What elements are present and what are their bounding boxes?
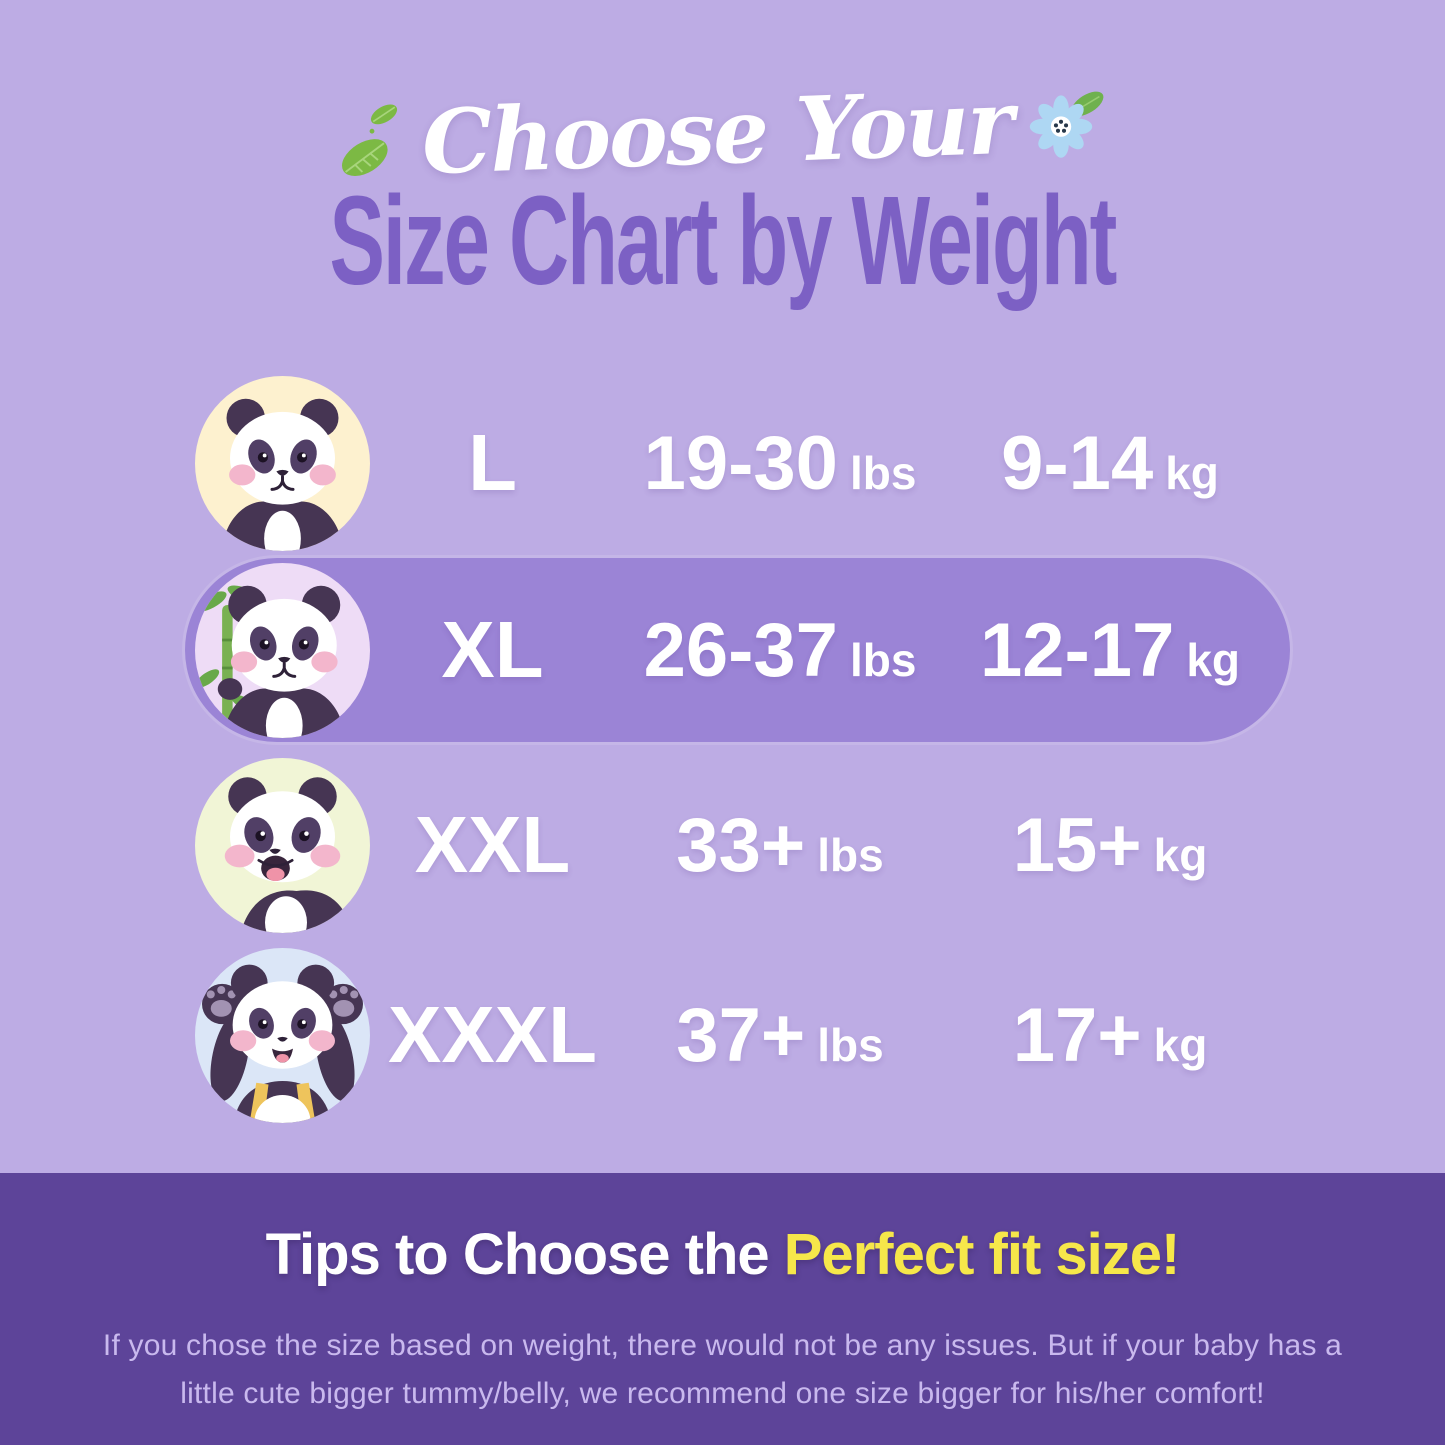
panda-paws-up-icon [195, 947, 370, 1123]
leaf-sprig-icon [336, 100, 408, 201]
tips-heading: Tips to Choose the Perfect fit size! [0, 1221, 1445, 1288]
weight-kg: 15+ kg [1012, 802, 1208, 888]
size-label: XXXL [388, 990, 597, 1079]
tips-heading-white: Tips to Choose the [265, 1222, 784, 1287]
table-row-l: L 19-30 lbs 9-14 kg [195, 374, 1285, 552]
weight-kg: 17+ kg [1012, 992, 1208, 1078]
laughing-panda-icon [195, 757, 370, 933]
header-script-row: Choose Your [0, 70, 1445, 201]
table-row-xxxl: XXXL 37+ lbs 17+ kg [195, 946, 1285, 1124]
weight-lbs: 19-30 lbs [643, 420, 917, 506]
weight-lbs: 33+ lbs [676, 802, 884, 888]
weight-kg: 12-17 kg [979, 607, 1241, 693]
tips-section: Tips to Choose the Perfect fit size! If … [0, 1173, 1445, 1445]
daisy-flower-icon [1025, 88, 1109, 169]
panda-with-bamboo-icon [195, 562, 370, 738]
table-row-xxl: XXL 33+ lbs 15+ kg [195, 756, 1285, 934]
table-row-xl-highlighted: XL 26-37 lbs 12-17 kg [195, 561, 1285, 739]
page-title-wrap: Size Chart by Weight [0, 178, 1445, 304]
weight-lbs: 37+ lbs [676, 992, 884, 1078]
tips-body-text: If you chose the size based on weight, t… [102, 1329, 1343, 1410]
weight-kg: 9-14 kg [1001, 420, 1219, 506]
size-label: L [468, 418, 517, 507]
weight-lbs: 26-37 lbs [643, 607, 917, 693]
tips-heading-yellow: Perfect fit size! [783, 1222, 1181, 1287]
size-label: XL [441, 605, 544, 694]
panda-face-icon [195, 375, 370, 551]
size-label: XXL [414, 800, 571, 889]
page-title: Size Chart by Weight [329, 170, 1118, 311]
